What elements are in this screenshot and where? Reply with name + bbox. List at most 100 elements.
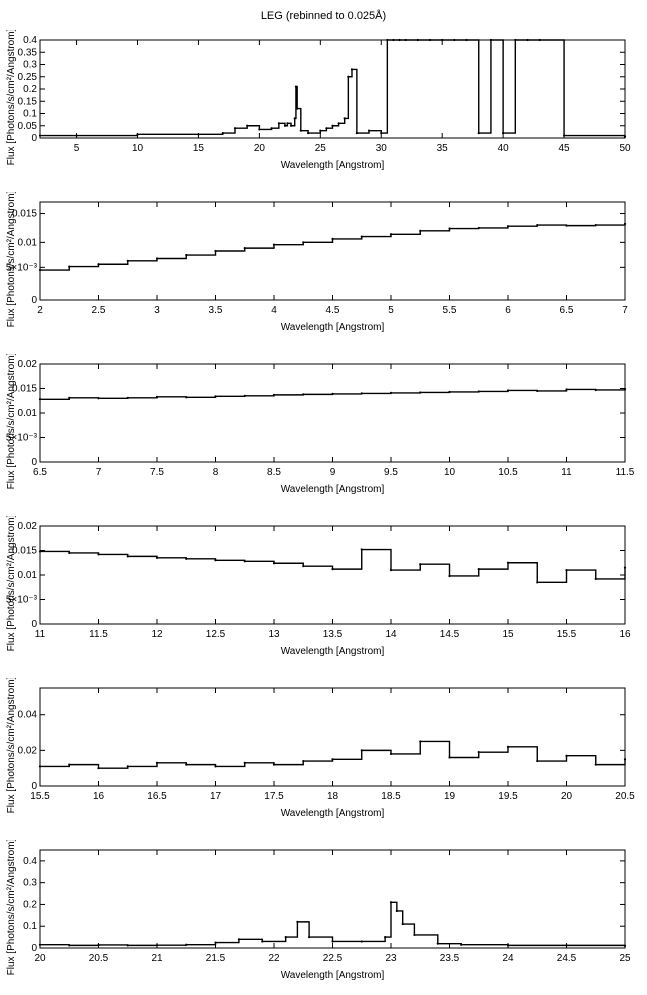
x-tick-label: 12.5 — [206, 629, 226, 640]
y-axis-label: Flux [Photons/s/cm²/Angstrom] — [6, 678, 17, 813]
data-point — [448, 227, 451, 230]
x-tick-label: 22 — [268, 953, 280, 964]
x-tick-label: 23.5 — [440, 953, 460, 964]
data-point — [536, 581, 539, 584]
data-point — [68, 396, 71, 399]
x-tick-label: 3 — [154, 305, 160, 316]
x-tick-label: 11.5 — [89, 629, 108, 640]
y-tick-label: 0.15 — [18, 96, 38, 107]
data-point — [293, 117, 296, 120]
data-point — [565, 224, 568, 227]
data-point — [594, 577, 597, 581]
data-point — [243, 560, 246, 563]
y-tick-label: 0 — [31, 619, 37, 630]
x-tick-label: 7 — [96, 467, 102, 478]
data-point — [360, 749, 363, 752]
x-tick-label: 2 — [37, 305, 43, 316]
data-point — [331, 940, 334, 943]
x-tick-label: 16 — [619, 629, 631, 640]
data-point — [97, 263, 100, 266]
data-point — [623, 135, 627, 138]
data-point — [623, 566, 627, 569]
x-tick-label: 17 — [210, 791, 222, 802]
data-point — [258, 128, 261, 131]
x-tick-label: 4 — [271, 305, 277, 316]
data-point — [126, 765, 129, 768]
data-point — [126, 555, 129, 558]
data-point — [448, 390, 451, 394]
data-point — [392, 38, 395, 42]
data-point — [302, 565, 305, 568]
x-tick-label: 21 — [151, 953, 163, 964]
x-axis-label: Wavelength [Angstrom] — [281, 322, 385, 333]
data-point — [185, 253, 188, 257]
x-tick-label: 5 — [388, 305, 394, 316]
data-point — [97, 767, 100, 770]
data-point — [536, 223, 539, 227]
x-tick-label: 17.5 — [264, 791, 284, 802]
x-tick-label: 14.5 — [440, 629, 460, 640]
data-point — [185, 763, 188, 766]
chart-panel-4: 11 11.5 12 12.5 13 13.5 14 14.5 15 15.5 16 0 5×10⁻³ 0… — [0, 516, 647, 671]
chart-panel-6: 20 20.5 21 21.5 22 22.5 23 23.5 24 24.5 25 0 0.1 0.2 0… — [0, 840, 647, 995]
data-point — [623, 222, 627, 226]
x-tick-label: 20 — [34, 953, 46, 964]
data-point — [389, 233, 393, 236]
data-point — [38, 765, 42, 768]
plot-frame — [39, 849, 626, 949]
x-axis-label: Wavelength [Angstrom] — [281, 160, 385, 171]
x-tick-label: 6.5 — [33, 467, 47, 478]
x-axis-label: Wavelength [Angstrom] — [281, 646, 385, 657]
data-point — [126, 944, 129, 947]
x-tick-label: 15.5 — [30, 791, 50, 802]
data-point — [243, 247, 246, 250]
data-point — [185, 396, 188, 399]
y-tick-label: 5×10⁻³ — [6, 262, 38, 273]
data-point — [272, 243, 276, 246]
data-point — [514, 38, 517, 42]
data-point — [331, 392, 334, 395]
y-tick-label: 0.4 — [23, 856, 37, 867]
data-point — [389, 752, 393, 756]
data-point — [538, 38, 541, 42]
data-point — [126, 259, 129, 262]
data-point — [185, 943, 188, 946]
data-point — [331, 124, 334, 127]
plot-frame — [39, 363, 626, 463]
data-point — [448, 574, 451, 578]
x-tick-label: 12 — [151, 629, 163, 640]
data-point — [302, 241, 305, 244]
data-point — [565, 569, 568, 572]
data-point — [395, 909, 398, 913]
data-point — [68, 763, 71, 766]
x-tick-label: 6.5 — [560, 305, 574, 316]
data-point — [386, 38, 389, 42]
y-tick-label: 5×10⁻³ — [6, 433, 38, 444]
spectrum-series — [40, 901, 626, 947]
x-tick-label: 23 — [385, 953, 397, 964]
chart-panel-5: 15.5 16 16.5 17 17.5 18 18.5 19 19.5 20 20.5 0 0.02 0… — [0, 678, 647, 833]
data-point — [97, 397, 100, 400]
x-tick-label: 3.5 — [209, 305, 223, 316]
y-tick-label: 0.01 — [18, 408, 38, 419]
data-point — [594, 763, 597, 766]
data-point — [337, 122, 340, 125]
y-tick-label: 0.3 — [23, 60, 37, 71]
data-point — [68, 551, 71, 555]
data-point — [506, 745, 510, 748]
x-tick-label: 18.5 — [381, 791, 401, 802]
x-tick-label: 2.5 — [92, 305, 106, 316]
y-tick-label: 0.01 — [18, 570, 38, 581]
data-point — [289, 124, 293, 127]
chart-title: LEG (rebinned to 0.025Å) — [260, 10, 387, 22]
data-point — [526, 38, 529, 42]
x-tick-label: 7 — [622, 305, 628, 316]
data-point — [477, 132, 480, 135]
x-axis-label: Wavelength [Angstrom] — [281, 484, 385, 495]
x-tick-label: 30 — [376, 143, 388, 154]
data-point — [536, 759, 539, 763]
data-point — [155, 257, 159, 260]
x-tick-label: 14 — [385, 629, 397, 640]
y-tick-label: 0 — [31, 133, 37, 144]
data-point — [360, 548, 363, 551]
